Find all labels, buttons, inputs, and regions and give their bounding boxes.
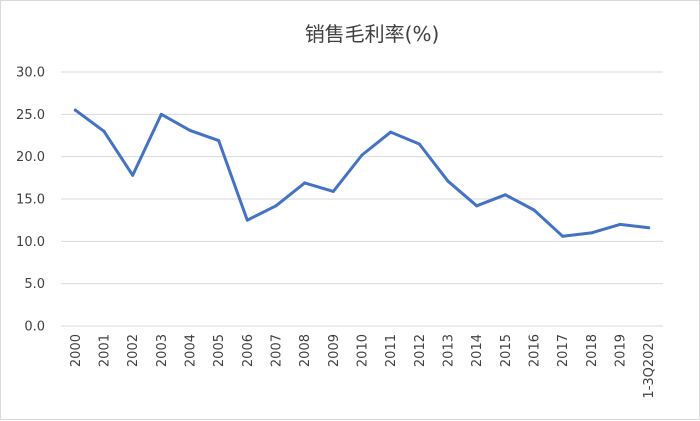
x-axis-ticks: 2000 2001 2002 2003 2004 2005 2006 2007 2008 2009… bbox=[69, 334, 657, 399]
x-tick-label: 2000 bbox=[69, 334, 84, 367]
x-tick-label: 2010 bbox=[356, 334, 371, 367]
x-tick-label: 2005 bbox=[212, 334, 227, 367]
data-point bbox=[503, 193, 507, 197]
y-tick-label: 5.0 bbox=[24, 277, 45, 292]
y-tick-label: 0.0 bbox=[24, 320, 45, 335]
data-point bbox=[217, 139, 221, 143]
data-point bbox=[159, 112, 163, 116]
x-tick-label: 2008 bbox=[298, 334, 313, 367]
data-point bbox=[532, 208, 536, 212]
y-tick-label: 10.0 bbox=[16, 235, 45, 250]
data-point bbox=[245, 218, 249, 222]
data-point bbox=[131, 173, 135, 177]
data-point bbox=[647, 226, 651, 230]
data-point bbox=[188, 128, 192, 132]
x-tick-label: 2014 bbox=[470, 334, 485, 367]
data-point bbox=[73, 108, 77, 112]
data-point bbox=[561, 234, 565, 238]
data-point bbox=[389, 130, 393, 134]
x-tick-label: 2011 bbox=[384, 334, 399, 367]
x-tick-label: 2016 bbox=[528, 334, 543, 367]
gridlines bbox=[61, 71, 663, 327]
x-tick-label: 2018 bbox=[585, 334, 600, 367]
x-tick-label: 2012 bbox=[413, 334, 428, 367]
x-tick-label: 2006 bbox=[241, 334, 256, 367]
data-point bbox=[274, 204, 278, 208]
series-line bbox=[73, 108, 651, 238]
chart-title: 销售毛利率(%) bbox=[305, 22, 440, 46]
data-point bbox=[618, 222, 622, 226]
x-tick-label: 2019 bbox=[614, 334, 629, 367]
x-tick-label: 1-3Q2020 bbox=[642, 334, 657, 399]
data-point bbox=[589, 231, 593, 235]
series-layer bbox=[73, 108, 651, 238]
y-tick-label: 20.0 bbox=[16, 150, 45, 165]
x-tick-label: 2009 bbox=[327, 334, 342, 367]
data-point bbox=[417, 142, 421, 146]
x-tick-label: 2015 bbox=[499, 334, 514, 367]
data-point bbox=[360, 153, 364, 157]
x-tick-label: 2002 bbox=[126, 334, 141, 367]
y-tick-label: 30.0 bbox=[16, 66, 45, 81]
x-tick-label: 2001 bbox=[98, 334, 113, 367]
x-tick-label: 2013 bbox=[442, 334, 457, 367]
data-point bbox=[303, 181, 307, 185]
data-point bbox=[331, 189, 335, 193]
x-tick-label: 2007 bbox=[270, 334, 285, 367]
x-tick-label: 2003 bbox=[155, 334, 170, 367]
data-point bbox=[102, 129, 106, 133]
data-point bbox=[475, 204, 479, 208]
x-tick-label: 2017 bbox=[556, 334, 571, 367]
y-tick-label: 15.0 bbox=[16, 193, 45, 208]
y-axis-ticks: 0.0 5.0 10.0 15.0 20.0 25.0 30.0 bbox=[16, 66, 45, 335]
x-tick-label: 2004 bbox=[184, 334, 199, 367]
y-tick-label: 25.0 bbox=[16, 108, 45, 123]
data-point bbox=[446, 179, 450, 183]
